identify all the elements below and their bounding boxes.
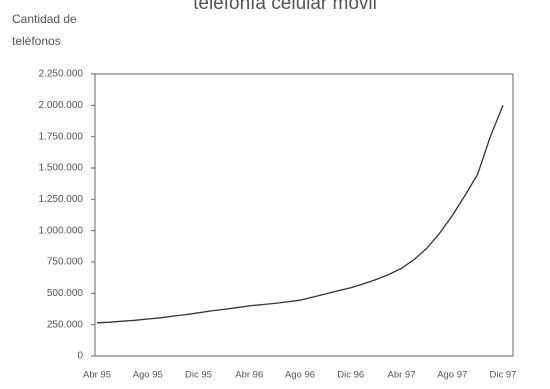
y-tick-label: 1.250.000 [39,194,84,205]
y-tick-label: 750.000 [47,257,84,268]
y-tick-label: 1.500.000 [39,163,84,174]
x-tick-label: Ago 96 [285,370,315,381]
x-tick-label: Dic 96 [337,370,364,381]
y-tick-label: 2.250.000 [39,69,84,80]
plot-frame [94,73,514,357]
x-tick-label: Dic 97 [490,370,517,381]
x-tick-label: Ago 97 [437,370,467,381]
data-line [96,105,504,324]
chart-title: telefonía celular móvil [193,0,377,14]
x-tick-label: Dic 95 [185,370,212,381]
y-axis-label: teléfonos [12,34,61,48]
y-axis-label: Cantidad de [12,12,77,26]
x-tick-label: Ago 95 [133,370,163,381]
x-tick-label: Abr 97 [388,370,416,381]
y-tick-label: 250.000 [47,319,84,330]
y-tick-label: 1.750.000 [39,131,84,142]
y-tick-label: 2.000.000 [39,100,84,111]
y-tick-label: 0 [77,351,83,362]
y-tick-label: 1.000.000 [39,225,84,236]
x-tick-label: Abr 95 [83,370,111,381]
y-tick-label: 500.000 [47,288,84,299]
x-tick-label: Abr 96 [235,370,263,381]
